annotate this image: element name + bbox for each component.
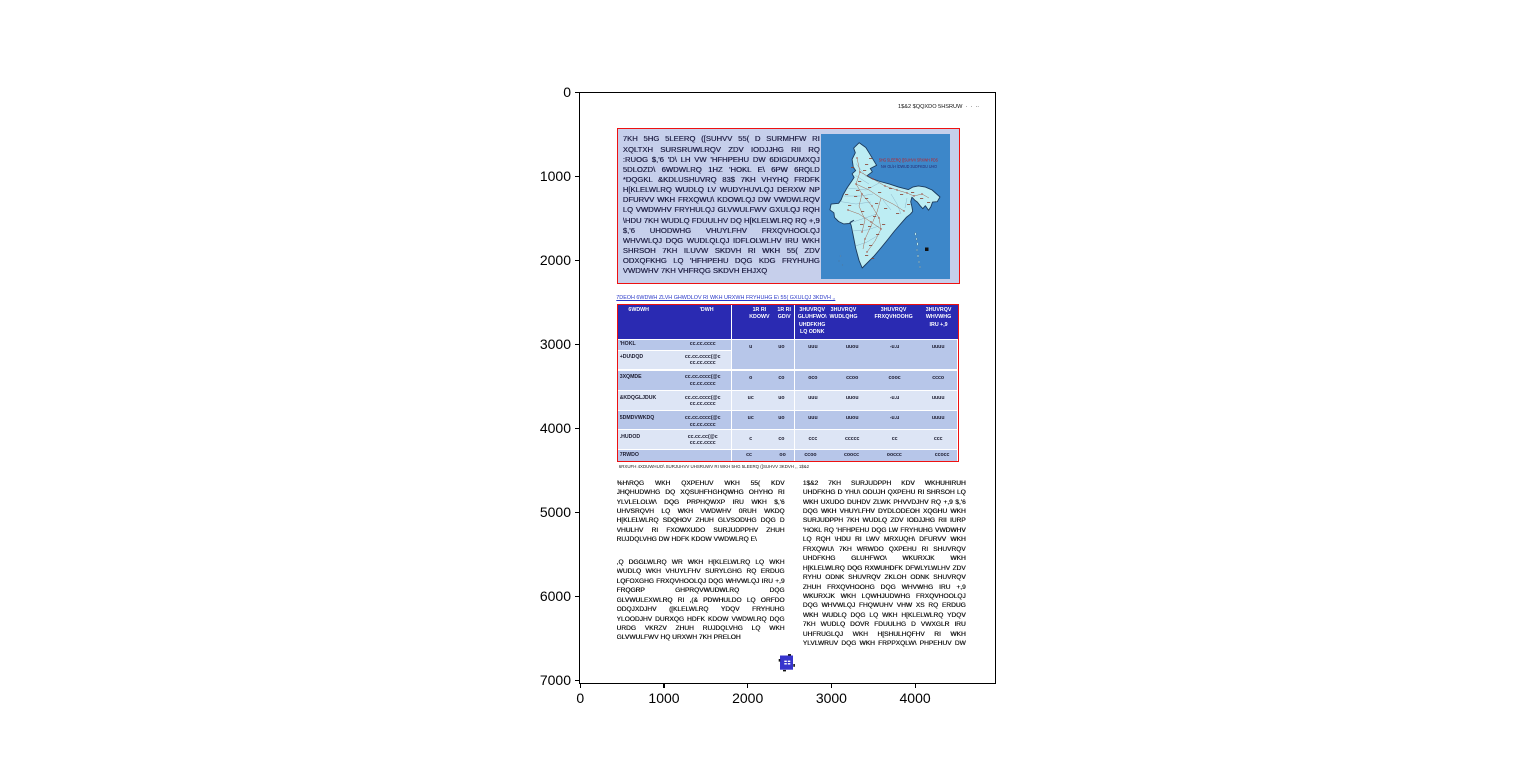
svg-text:NH OL\H \DWUD 3UDFKDU UHO: NH OL\H \DWUD 3UDFKDU UHO — [881, 164, 938, 169]
svg-text:5HG 5LEERQ ([SUHVV 5RXWH PDS: 5HG 5LEERQ ([SUHVV 5RXWH PDS — [879, 157, 938, 162]
